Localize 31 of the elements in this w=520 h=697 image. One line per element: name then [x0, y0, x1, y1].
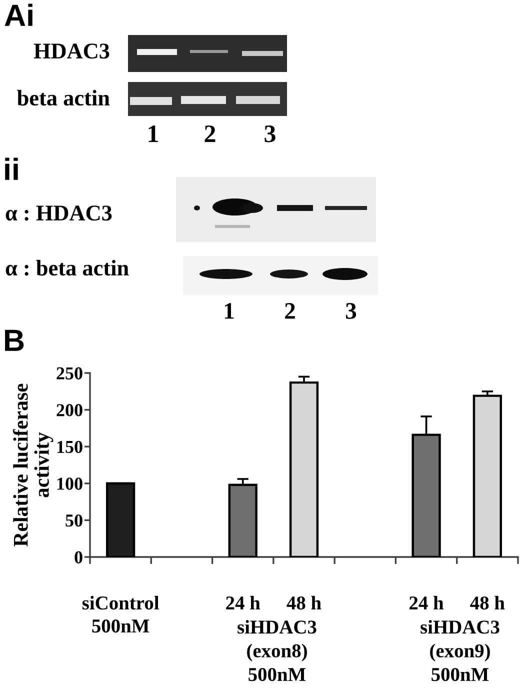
text: 3: [346, 303, 356, 319]
text: B: [5, 330, 24, 351]
y-tick-label: 0: [74, 551, 82, 564]
text: 2: [204, 125, 216, 142]
x-tick-label: 24 h: [410, 596, 444, 610]
text: α : beta actin: [6, 260, 129, 276]
y-tick-label: 150: [57, 440, 82, 454]
text: 3: [264, 125, 276, 142]
y-axis-title: Relative luciferase activity: [12, 384, 54, 546]
x-tick-label: 48 h: [286, 596, 322, 610]
text: siHDAC3 (exon9) 500nM: [420, 620, 500, 682]
text: siHDAC3 (exon8) 500nM: [238, 620, 316, 682]
text: ii: [5, 158, 18, 180]
y-tick-label: 200: [56, 404, 82, 416]
x-tick-label: 24 h: [226, 596, 260, 610]
y-tick-label: 50: [66, 514, 82, 527]
bar: [472, 394, 502, 557]
bar: [228, 484, 258, 557]
bar: [289, 381, 319, 557]
x-tick-label: siControl 500nM: [82, 596, 159, 633]
text: 1: [148, 126, 158, 142]
text: HDAC3: [34, 44, 110, 59]
text: 1: [224, 303, 234, 319]
y-tick-label: 100: [57, 478, 82, 490]
bar: [106, 482, 136, 557]
y-tick-label: 250: [56, 367, 82, 380]
text: 2: [285, 303, 295, 319]
text: beta actin: [17, 90, 110, 106]
text: Ai: [4, 4, 32, 26]
x-tick-label: 48 h: [470, 596, 505, 610]
text: α : HDAC3: [6, 206, 112, 221]
